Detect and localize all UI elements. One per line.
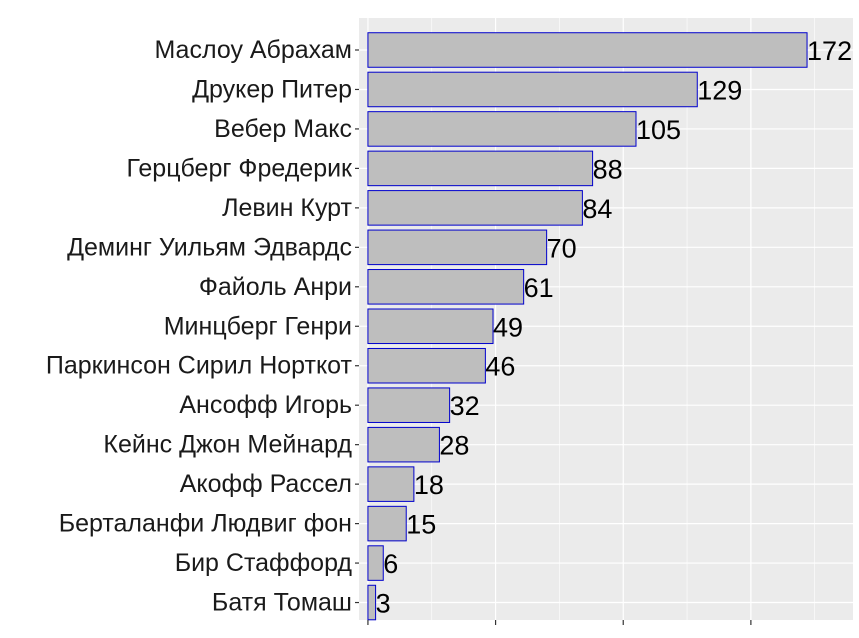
category-label: Вебер Макс (214, 115, 352, 143)
value-label: 18 (414, 470, 444, 500)
category-label: Герцберг Фредерик (127, 154, 354, 182)
category-label: Файоль Анри (199, 273, 352, 301)
axis-ticks-group (355, 49, 752, 625)
value-label: 32 (450, 391, 480, 421)
category-label: Паркинсон Сирил Норткот (46, 352, 353, 380)
bar (367, 308, 494, 345)
bar (367, 584, 377, 621)
value-label: 49 (493, 312, 523, 342)
category-label: Левин Курт (222, 194, 352, 222)
value-label: 61 (524, 273, 554, 303)
bar (367, 347, 486, 384)
bar (367, 190, 583, 226)
bar (367, 71, 698, 108)
value-label: 88 (593, 154, 623, 184)
category-label: Акофф Рассел (180, 470, 352, 498)
value-label: 129 (697, 75, 742, 105)
bar (367, 466, 415, 502)
bar (367, 505, 407, 542)
category-labels-group: Маслоу Абрахам Друкер Питер Вебер Макс Герц… (46, 36, 353, 617)
value-label: 105 (636, 115, 681, 145)
category-label: Друкер Питер (192, 75, 352, 103)
bar (367, 111, 637, 147)
category-label: Бир Стаффорд (175, 549, 353, 577)
bar (367, 387, 451, 423)
bars-group (367, 32, 808, 621)
value-label: 84 (582, 194, 612, 224)
value-label: 46 (485, 352, 515, 382)
value-label: 3 (376, 589, 391, 619)
category-label: Минцберг Генри (164, 312, 352, 340)
bar (367, 545, 384, 581)
bar (367, 269, 525, 305)
value-label: 6 (383, 549, 398, 579)
bar (367, 32, 808, 68)
value-label: 28 (439, 431, 469, 461)
category-label: Батя Томаш (212, 589, 352, 617)
category-label: Деминг Уильям Эдвардс (67, 233, 352, 261)
value-label: 172 (807, 36, 852, 66)
bar (367, 426, 440, 463)
category-label: Кейнс Джон Мейнард (103, 431, 352, 459)
value-label: 15 (406, 510, 436, 540)
category-label: Берталанфи Людвиг фон (59, 510, 352, 538)
bar (367, 229, 548, 266)
value-label: 70 (547, 233, 577, 263)
category-label: Маслоу Абрахам (154, 36, 352, 64)
bar (367, 150, 594, 187)
category-label: Ансофф Игорь (179, 391, 352, 419)
